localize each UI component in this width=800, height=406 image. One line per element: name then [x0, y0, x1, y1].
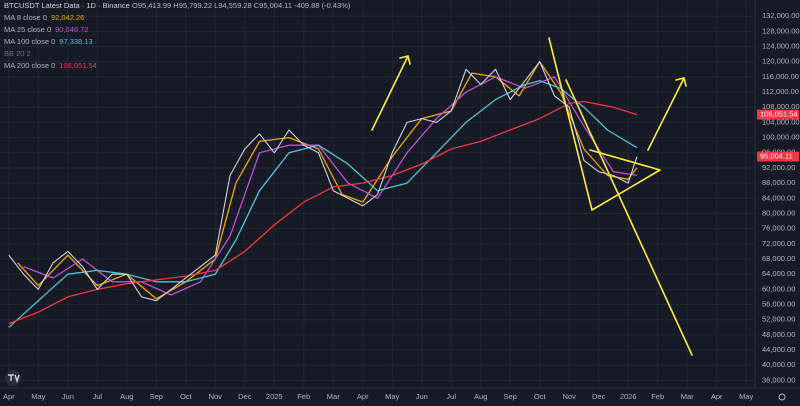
logo: [5, 370, 21, 386]
price-line: [8, 61, 638, 302]
x-tick-label: Aug: [474, 392, 487, 401]
x-tick-label: Mar: [681, 392, 694, 401]
y-tick-label: 64,000.00: [762, 269, 795, 278]
y-tick-label: 120,000.00: [762, 57, 800, 66]
x-tick-label: May: [31, 392, 45, 401]
settings-button[interactable]: [778, 393, 786, 401]
y-tick-label: 40,000.00: [762, 360, 795, 369]
y-axis: 132,000.00 128,000.00 124,000.00 120,000.00…: [762, 11, 800, 384]
ma-line: [23, 76, 638, 296]
legend-value: 106,051.54: [59, 61, 97, 70]
x-tick-label: 2026: [620, 392, 637, 401]
y-tick-label: 56,000.00: [762, 300, 795, 309]
legend-name: MA 8 close 0: [4, 13, 47, 22]
y-tick-label: 92,000.00: [762, 163, 795, 172]
ma-line: [8, 100, 638, 325]
x-tick-label: Apr: [711, 392, 723, 401]
x-tick-label: May: [739, 392, 753, 401]
bb-label: BB 20 2: [4, 49, 31, 58]
y-tick-label: 44,000.00: [762, 345, 795, 354]
annotations: [371, 37, 693, 356]
x-tick-label: Sep: [150, 392, 163, 401]
y-tick-label: 112,000.00: [762, 87, 799, 96]
x-tick-label: Oct: [534, 392, 547, 401]
price-tag-label: 95,004.11: [760, 152, 793, 161]
x-tick-label: Jun: [62, 392, 74, 401]
x-tick-label: Feb: [297, 392, 310, 401]
y-tick-label: 132,000.00: [762, 11, 800, 20]
x-tick-label: Oct: [180, 392, 193, 401]
y-tick-label: 100,000.00: [762, 133, 800, 142]
price-tag-box: [757, 109, 799, 120]
time-axis: [0, 388, 800, 406]
x-tick-label: Dec: [592, 392, 606, 401]
arrow-up-right: [647, 77, 687, 151]
x-tick-label: Mar: [327, 392, 340, 401]
y-tick-label: 80,000.00: [762, 208, 795, 217]
price-tag-label: 106,051.54: [760, 110, 798, 119]
legend-name: MA 100 close 0: [4, 37, 55, 46]
y-tick-label: 88,000.00: [762, 178, 795, 187]
legend-value: 97,338.13: [59, 37, 92, 46]
x-tick-label: 2025: [266, 392, 283, 401]
y-tick-label: 68,000.00: [762, 254, 795, 263]
legend-name: MA 25 close 0: [4, 25, 51, 34]
legend-name: MA 200 close 0: [4, 61, 55, 70]
y-tick-label: 128,000.00: [762, 26, 800, 35]
y-tick-label: 108,000.00: [762, 102, 800, 111]
ma-line: [8, 80, 638, 328]
arrow-up-left: [371, 55, 411, 131]
y-tick-label: 72,000.00: [762, 239, 795, 248]
price-tag-box: [757, 151, 799, 162]
x-tick-label: Dec: [238, 392, 252, 401]
x-tick-label: Feb: [651, 392, 664, 401]
logo-mark: [8, 374, 20, 384]
y-tick-label: 116,000.00: [762, 72, 799, 81]
legend: BTCUSDT Latest Data · 1D · Binance O95,4…: [4, 1, 351, 70]
x-tick-label: Aug: [120, 392, 133, 401]
x-tick-label: Nov: [563, 392, 577, 401]
x-axis: Apr May Jun Jul Aug Sep Oct Nov Dec 2025 Feb Mar Apr…: [3, 392, 753, 401]
y-tick-label: 84,000.00: [762, 193, 795, 202]
legend-value: 90,046.72: [55, 25, 88, 34]
y-tick-label: 36,000.00: [762, 375, 795, 384]
chart-title: BTCUSDT Latest Data · 1D · Binance: [4, 1, 130, 10]
arrow-down-line: [565, 79, 693, 356]
y-tick-label: 124,000.00: [762, 42, 800, 51]
x-tick-label: Apr: [3, 392, 15, 401]
y-tick-label: 48,000.00: [762, 330, 795, 339]
y-tick-label: 76,000.00: [762, 224, 795, 233]
x-tick-label: Sep: [504, 392, 517, 401]
x-tick-label: Jul: [446, 392, 456, 401]
x-tick-label: Jul: [93, 392, 103, 401]
x-tick-label: Nov: [209, 392, 223, 401]
x-tick-label: May: [385, 392, 399, 401]
y-tick-label: 52,000.00: [762, 315, 795, 324]
triangle: [548, 37, 661, 211]
x-tick-label: Apr: [357, 392, 369, 401]
price-axis: [755, 0, 800, 388]
plot: [8, 61, 638, 328]
price-tags: 106,051.54 95,004.11: [757, 110, 799, 162]
y-tick-label: 104,000.00: [762, 117, 800, 126]
x-tick-label: Jun: [416, 392, 428, 401]
y-tick-label: 60,000.00: [762, 284, 795, 293]
ohlc: O95,413.99 H95,799.22 L94,559.28 C95,004…: [132, 1, 351, 10]
legend-value: 92,042.26: [51, 13, 84, 22]
